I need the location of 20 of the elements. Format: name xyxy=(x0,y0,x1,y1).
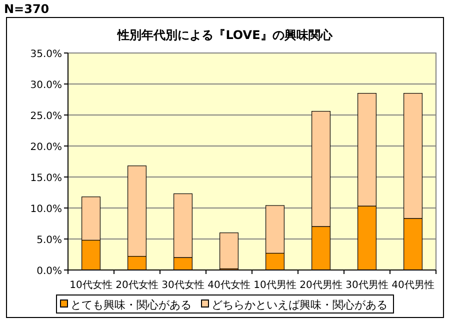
chart-title: 性別年代別による『LOVE』の興味関心 xyxy=(116,28,334,42)
y-tick-label: 10.0% xyxy=(30,204,62,215)
y-tick-label: 15.0% xyxy=(30,173,62,184)
legend-label: とても興味・関心がある xyxy=(70,298,192,312)
x-tick-label: 20代女性 xyxy=(116,279,158,291)
y-tick-label: 35.0% xyxy=(30,49,62,60)
y-tick-label: 20.0% xyxy=(30,142,62,153)
text: N=370 xyxy=(4,2,50,16)
x-tick-label: 10代男性 xyxy=(254,279,296,291)
y-tick-label: 30.0% xyxy=(30,80,62,91)
x-tick-label: 30代女性 xyxy=(162,279,204,291)
x-tick-label: 10代女性 xyxy=(70,279,112,291)
x-tick-label: 40代男性 xyxy=(392,279,434,291)
legend-label: どちらかといえば興味・関心がある xyxy=(212,298,388,312)
y-tick-label: 0.0% xyxy=(36,266,62,277)
y-tick-label: 25.0% xyxy=(30,111,62,122)
x-tick-label: 30代男性 xyxy=(346,279,388,291)
x-tick-label: 40代女性 xyxy=(208,279,250,291)
y-tick-label: 5.0% xyxy=(36,235,62,246)
x-tick-label: 20代男性 xyxy=(300,279,342,291)
